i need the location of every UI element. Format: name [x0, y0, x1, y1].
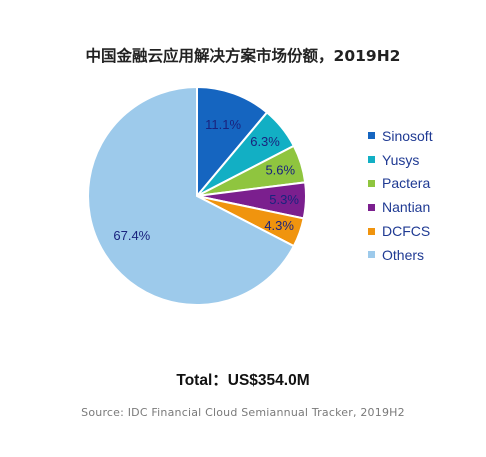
legend-item-yusys: Yusys	[368, 148, 433, 172]
pie-slices	[87, 85, 307, 306]
legend-swatch	[368, 251, 375, 259]
legend-swatch	[368, 132, 375, 140]
legend-item-sinosoft: Sinosoft	[368, 124, 433, 148]
legend-label: Nantian	[382, 199, 431, 216]
legend-item-dcfcs: DCFCS	[368, 219, 433, 243]
pie-slice-others	[87, 85, 296, 306]
legend-label: DCFCS	[382, 223, 431, 240]
legend-swatch	[368, 203, 375, 211]
legend-item-pactera: Pactera	[368, 172, 433, 196]
data-label-nantian: 5.3%	[269, 192, 299, 207]
source-note: Source: IDC Financial Cloud Semiannual T…	[81, 406, 405, 419]
chart-legend: Sinosoft Yusys Pactera Nantian DCFCS Others	[368, 124, 433, 267]
legend-label: Yusys	[382, 151, 420, 168]
legend-swatch	[368, 156, 375, 164]
chart-title: 中国金融云应用解决方案市场份额，2019H2	[85, 47, 401, 65]
data-label-pactera: 5.6%	[265, 163, 295, 178]
legend-label: Sinosoft	[382, 127, 433, 144]
legend-swatch	[368, 179, 375, 187]
legend-label: Others	[382, 246, 425, 263]
legend-label: Pactera	[382, 175, 431, 192]
legend-item-nantian: Nantian	[368, 195, 433, 219]
data-label-yusys: 6.3%	[250, 134, 280, 149]
data-label-dcfcs: 4.3%	[264, 218, 294, 233]
data-label-sinosoft: 11.1%	[205, 117, 241, 132]
data-label-others: 67.4%	[113, 228, 150, 243]
pie-data-labels: 11.1% 6.3% 5.6% 5.3% 4.3% 67.4%	[113, 117, 299, 243]
legend-swatch	[368, 227, 375, 235]
total-value: Total：US$354.0M	[176, 372, 310, 389]
pie-slice-sinosoft	[196, 85, 269, 199]
legend-item-others: Others	[368, 243, 433, 267]
